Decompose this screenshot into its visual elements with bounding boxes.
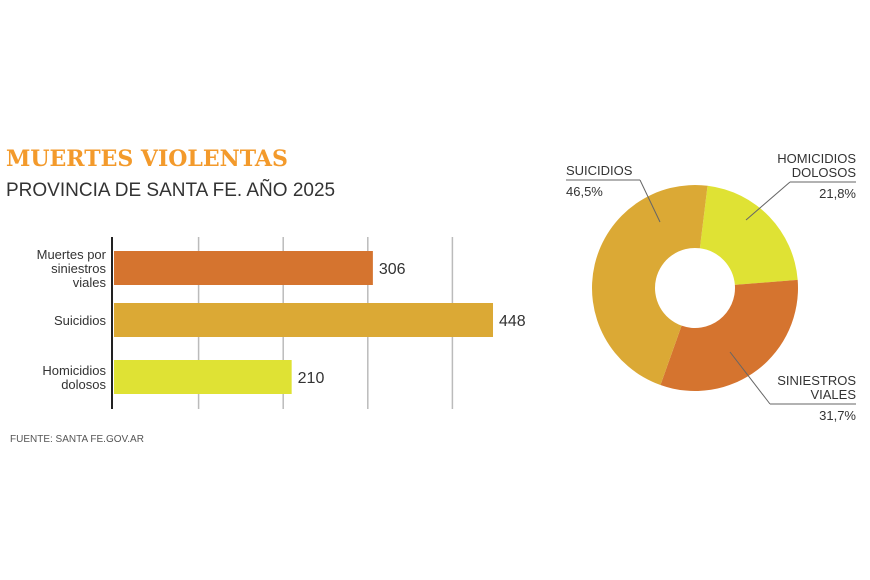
category-label: Muertes por xyxy=(37,247,107,262)
donut-slice-percent: 46,5% xyxy=(566,184,603,199)
bar xyxy=(114,251,373,285)
bar-value-label: 210 xyxy=(298,370,325,387)
donut-slice-label: SUICIDIOS xyxy=(566,163,633,178)
bar-value-label: 448 xyxy=(499,313,526,330)
category-label: Homicidios xyxy=(42,363,106,378)
leader-line xyxy=(639,179,661,223)
donut-slice-label: HOMICIDIOS xyxy=(777,151,856,166)
category-label: dolosos xyxy=(61,377,106,392)
leader-line xyxy=(745,181,791,221)
donut-slice-label: VIALES xyxy=(810,387,856,402)
category-label: viales xyxy=(73,275,107,290)
donut-slice-label: SINIESTROS xyxy=(777,373,856,388)
donut-slice-percent: 21,8% xyxy=(819,186,856,201)
chart-subtitle: PROVINCIA DE SANTA FE. AÑO 2025 xyxy=(6,180,336,201)
donut-slice xyxy=(699,185,798,285)
bar xyxy=(114,360,292,394)
source-note: FUENTE: SANTA FE.GOV.AR xyxy=(10,434,144,445)
donut-slice-label: DOLOSOS xyxy=(792,165,857,180)
bar-value-label: 306 xyxy=(379,261,406,278)
bar xyxy=(114,303,494,337)
donut-slice xyxy=(592,185,708,386)
donut-slice xyxy=(660,279,799,391)
category-label: siniestros xyxy=(51,261,106,276)
chart-title: MUERTES VIOLENTAS xyxy=(6,146,288,172)
leader-line xyxy=(729,351,771,405)
category-label: Suicidios xyxy=(54,313,107,328)
donut-slice-percent: 31,7% xyxy=(819,408,856,423)
